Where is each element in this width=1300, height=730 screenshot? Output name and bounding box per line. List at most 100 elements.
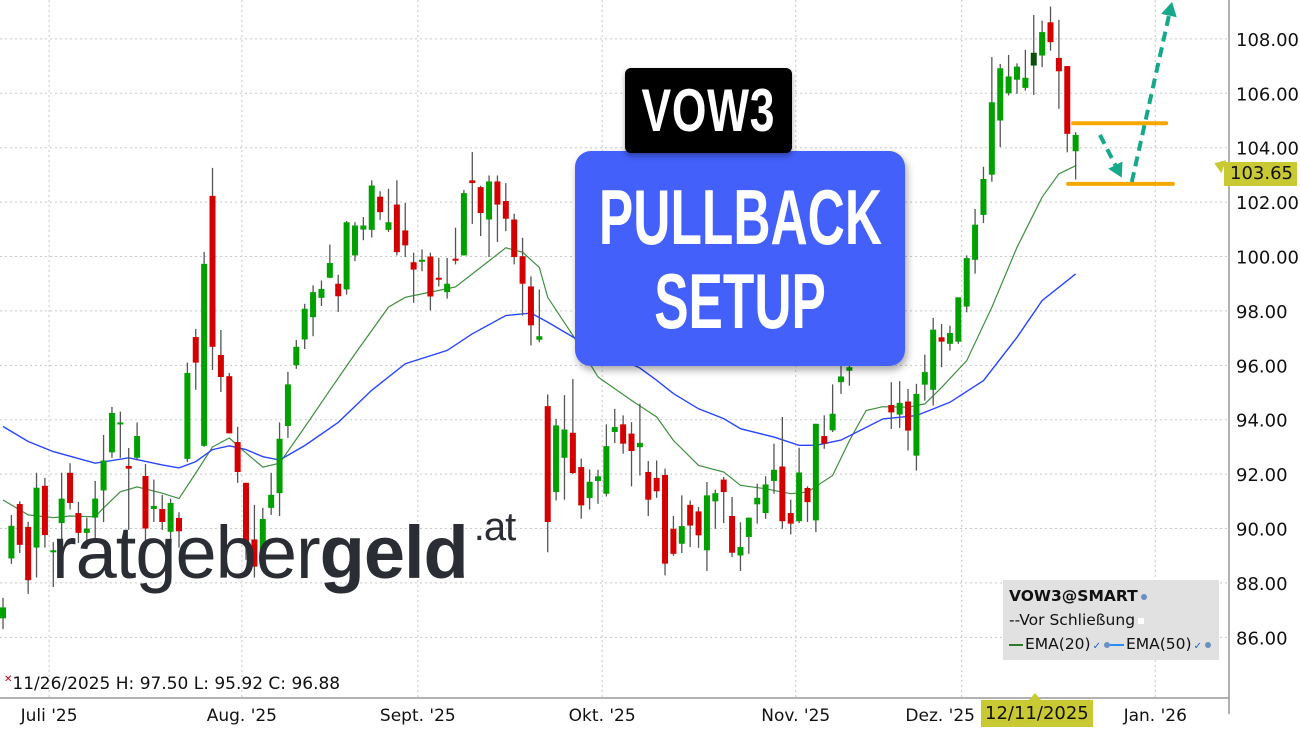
candle-down [804, 488, 811, 503]
legend-symbol-row[interactable]: VOW3@SMART [1009, 584, 1219, 608]
candle-up [360, 225, 367, 230]
y-tick-label: 100.00 [1236, 248, 1299, 269]
candles [0, 6, 1079, 630]
candle-down [192, 337, 199, 363]
candle-down [67, 472, 74, 503]
ohlc-info-line: ✕11/26/2025 H: 97.50 L: 95.92 C: 96.88 [4, 674, 340, 694]
check-icon[interactable]: ✓ [1193, 641, 1202, 652]
ema50-line [2, 273, 1077, 469]
y-tick-label: 86.00 [1236, 628, 1288, 649]
candle-up [310, 292, 317, 318]
settings-dot-icon[interactable] [1204, 641, 1211, 648]
candle-up [444, 283, 451, 293]
candle-down [142, 476, 149, 529]
check-icon[interactable]: ✓ [1092, 641, 1101, 652]
candle-up [33, 487, 40, 548]
candle-down [569, 432, 576, 474]
candle-up [83, 528, 90, 533]
candle-up [201, 263, 208, 446]
candle-up [586, 481, 593, 499]
candle-up [1013, 66, 1020, 80]
candle-down [16, 504, 23, 545]
y-tick-label: 92.00 [1236, 465, 1288, 486]
y-tick-label: 88.00 [1236, 574, 1288, 595]
setup-banner: PULLBACK SETUP [575, 151, 905, 366]
candle-up [930, 329, 937, 390]
candle-up [134, 436, 141, 458]
candle-up [184, 372, 191, 459]
candle-down [1055, 57, 1062, 72]
candle-up [553, 425, 560, 493]
candle-up [58, 498, 65, 524]
candle-down [720, 479, 727, 493]
toggle-square-icon[interactable] [1138, 617, 1145, 624]
candle-up [703, 495, 710, 551]
candle-up [829, 413, 836, 431]
x-tick-label: Okt. '25 [569, 706, 636, 726]
candle-up [988, 102, 995, 175]
setup-line-1: PULLBACK [598, 172, 882, 261]
legend-ema-row[interactable]: EMA(20) ✓ EMA(50) ✓ [1009, 632, 1219, 656]
candle-up [997, 68, 1004, 121]
y-tick-label: 108.00 [1236, 30, 1299, 51]
setup-line-2: SETUP [654, 256, 826, 345]
candle-down [243, 482, 250, 545]
candle-up [603, 446, 610, 494]
legend-symbol: VOW3@SMART [1009, 587, 1138, 605]
candle-up [745, 517, 752, 537]
candle-up [762, 484, 769, 514]
candle-down [435, 277, 442, 280]
legend-close-label: Vor Schließung [1019, 611, 1136, 629]
candle-down [494, 181, 501, 205]
candle-down [477, 187, 484, 213]
candle-down [653, 477, 660, 492]
candle-up [150, 505, 157, 509]
candle-down [75, 513, 82, 533]
last-price-label: 103.65 [1224, 162, 1297, 186]
legend-close-row[interactable]: --Vor Schließung [1009, 608, 1219, 632]
candle-down [888, 405, 895, 413]
settings-dot-icon[interactable] [1103, 641, 1110, 648]
candle-down [452, 258, 459, 261]
candle-up [921, 372, 928, 385]
y-tick-label: 90.00 [1236, 520, 1288, 541]
candle-up [678, 526, 685, 544]
dash-line-icon: -- [1009, 611, 1020, 629]
candle-up [980, 178, 987, 215]
settings-dot-icon[interactable] [1140, 593, 1147, 600]
candle-down [662, 474, 669, 564]
logo-bold: geld [319, 511, 469, 594]
candle-down [620, 424, 627, 444]
candle-up [955, 297, 962, 342]
candle-up [1072, 134, 1079, 152]
candle-down [1064, 66, 1071, 134]
candle-down [234, 442, 241, 472]
candle-down [938, 337, 945, 342]
y-tick-label: 104.00 [1236, 139, 1299, 160]
candle-up [796, 472, 803, 522]
candle-up [301, 308, 308, 340]
candle-up [737, 547, 744, 556]
candle-down [511, 219, 518, 258]
candle-up [972, 224, 979, 260]
candle-down [41, 485, 48, 536]
x-tick-label: Jan. '26 [1123, 706, 1187, 726]
candle-up [419, 259, 426, 262]
close-x-icon[interactable]: ✕ [4, 674, 13, 685]
candle-down [821, 436, 828, 444]
candle-up [92, 498, 99, 518]
candle-down [905, 401, 912, 431]
ema20-swatch-icon [1009, 643, 1023, 646]
annotations [1066, 1, 1177, 186]
candle-up [385, 222, 392, 230]
candle-up [611, 427, 618, 432]
candle-up [712, 493, 719, 502]
y-tick-label: 94.00 [1236, 411, 1288, 432]
candle-up [284, 384, 291, 426]
candle-up [846, 367, 853, 371]
x-tick-label: Nov. '25 [761, 706, 830, 726]
candle-down [25, 526, 32, 581]
candle-down [175, 517, 182, 532]
